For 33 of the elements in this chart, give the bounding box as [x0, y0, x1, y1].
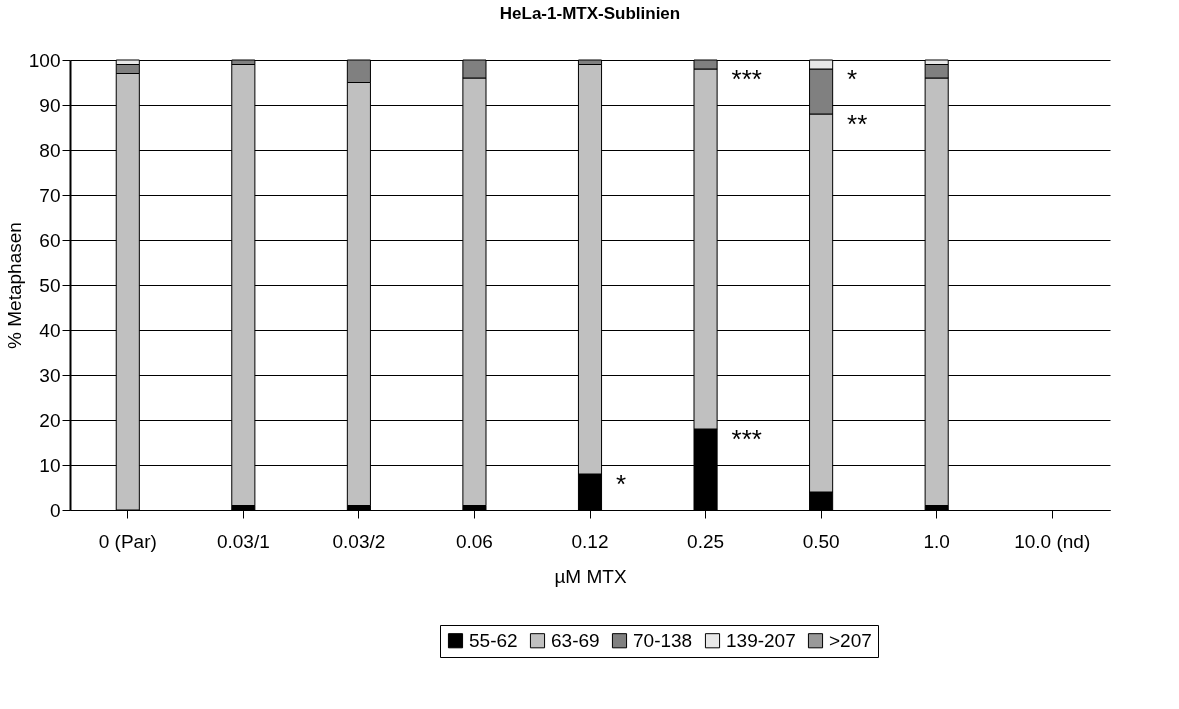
legend-label: 55-62 — [469, 629, 518, 651]
x-tick-label: 0.06 — [455, 530, 493, 552]
y-tick-label: 80 — [39, 139, 61, 161]
y-tick-label: 40 — [39, 319, 61, 341]
chart-title: HeLa-1-MTX-Sublinien — [499, 4, 681, 23]
annotation: * — [616, 469, 627, 499]
legend-label: >207 — [829, 629, 872, 651]
legend-label: 63-69 — [551, 629, 600, 651]
y-tick-label: 70 — [39, 184, 61, 206]
y-axis-title: % Metaphasen — [3, 222, 25, 349]
x-tick-label: 0.25 — [687, 530, 725, 552]
y-tick-label: 100 — [28, 49, 61, 71]
x-tick-label: 1.0 — [923, 530, 950, 552]
x-tick-label: 10.0 (nd) — [1014, 530, 1091, 552]
legend-label: 70-138 — [633, 629, 693, 651]
x-tick-label: 0.50 — [802, 530, 840, 552]
annotation: ** — [847, 109, 868, 139]
y-tick-label: 20 — [39, 409, 61, 431]
x-axis-title: µM MTX — [554, 565, 627, 587]
annotation: *** — [731, 424, 762, 454]
y-tick-label: 30 — [39, 364, 61, 386]
y-tick-label: 90 — [39, 94, 61, 116]
y-tick-label: 50 — [39, 274, 61, 296]
x-tick-label: 0 (Par) — [98, 530, 157, 552]
annotation: * — [847, 64, 858, 94]
x-tick-label: 0.12 — [571, 530, 609, 552]
y-tick-label: 0 — [49, 499, 61, 521]
y-tick-label: 60 — [39, 229, 61, 251]
y-tick-label: 10 — [39, 454, 61, 476]
annotation: *** — [731, 64, 762, 94]
legend-label: 139-207 — [726, 629, 796, 651]
x-tick-label: 0.03/2 — [332, 530, 386, 552]
x-tick-label: 0.03/1 — [216, 530, 270, 552]
